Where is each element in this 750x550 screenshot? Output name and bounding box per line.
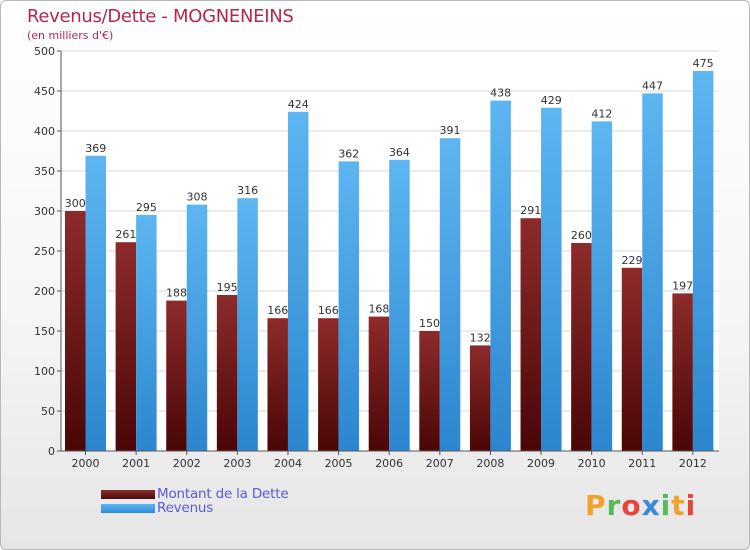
bar-dette: [571, 243, 592, 451]
legend-item-revenus: Revenus: [101, 500, 288, 516]
bar-revenus: [136, 215, 157, 451]
x-tick-label: 2000: [72, 457, 100, 470]
bar-dette: [520, 218, 542, 451]
data-label-revenus: 475: [693, 57, 714, 70]
x-tick-label: 2001: [122, 457, 150, 470]
data-label-revenus: 424: [288, 98, 309, 111]
x-tick-label: 2009: [527, 457, 555, 470]
y-tick-label: 50: [41, 405, 55, 418]
data-label-revenus: 362: [338, 147, 359, 160]
x-tick-label: 2008: [476, 457, 504, 470]
y-tick-label: 300: [34, 205, 55, 218]
x-tick-label: 2005: [325, 457, 353, 470]
data-label-dette: 166: [267, 304, 288, 317]
data-label-revenus: 364: [389, 146, 410, 159]
bar-dette: [267, 318, 288, 451]
legend-swatch-revenus: [101, 503, 155, 513]
legend-label-revenus: Revenus: [157, 500, 214, 516]
bar-dette: [216, 295, 238, 451]
data-label-dette: 300: [65, 197, 86, 210]
x-tick-label: 2002: [173, 457, 201, 470]
bar-revenus: [541, 107, 562, 452]
y-tick-label: 200: [34, 285, 55, 298]
bar-dette: [115, 242, 137, 451]
data-label-dette: 168: [368, 303, 389, 316]
y-tick-label: 100: [34, 365, 55, 378]
data-label-dette: 261: [115, 228, 136, 241]
legend: Montant de la Dette Revenus: [101, 486, 289, 516]
y-tick-label: 150: [34, 325, 55, 338]
data-label-revenus: 316: [237, 184, 258, 197]
bar-revenus: [692, 71, 714, 451]
data-label-dette: 188: [166, 287, 187, 300]
y-tick-label: 250: [34, 245, 55, 258]
data-label-revenus: 391: [440, 124, 461, 137]
data-label-revenus: 447: [642, 79, 663, 92]
bar-revenus: [85, 155, 106, 452]
x-tick-label: 2003: [223, 457, 251, 470]
data-label-revenus: 429: [541, 94, 562, 107]
bar-revenus: [439, 138, 461, 451]
chart-subtitle: (en milliers d'€): [27, 29, 114, 42]
bar-revenus: [186, 204, 208, 451]
legend-swatch-dette: [101, 489, 155, 499]
x-tick-label: 2010: [578, 457, 606, 470]
x-tick-label: 2007: [426, 457, 454, 470]
data-label-dette: 150: [419, 317, 440, 330]
x-tick-label: 2004: [274, 457, 302, 470]
y-tick-label: 0: [48, 445, 55, 458]
y-tick-label: 500: [34, 45, 55, 58]
data-label-dette: 229: [622, 254, 643, 267]
bar-revenus: [591, 121, 613, 452]
x-tick-label: 2012: [679, 457, 707, 470]
data-label-dette: 166: [318, 304, 339, 317]
x-tick-label: 2011: [628, 457, 656, 470]
proxiti-logo: Proxiti: [585, 489, 697, 522]
bar-revenus: [237, 198, 258, 451]
y-tick-label: 450: [34, 85, 55, 98]
data-label-dette: 291: [520, 204, 541, 217]
bar-revenus: [389, 159, 410, 452]
bar-dette: [65, 211, 86, 451]
data-label-dette: 195: [217, 281, 238, 294]
bar-dette: [621, 267, 643, 451]
data-label-dette: 197: [672, 279, 693, 292]
bar-dette: [672, 293, 693, 451]
bar-dette: [368, 316, 390, 451]
data-label-dette: 132: [470, 331, 491, 344]
data-label-revenus: 438: [490, 87, 511, 100]
bar-revenus: [287, 111, 309, 452]
legend-label-dette: Montant de la Dette: [157, 486, 289, 502]
legend-item-dette: Montant de la Dette: [101, 486, 289, 502]
data-label-revenus: 308: [186, 191, 207, 204]
y-tick-label: 400: [34, 125, 55, 138]
bar-dette: [469, 345, 491, 451]
bar-revenus: [642, 93, 663, 452]
bar-dette: [166, 300, 187, 451]
bar-dette: [419, 331, 440, 451]
chart-title: Revenus/Dette - MOGNENEINS: [27, 6, 294, 27]
data-label-revenus: 295: [136, 201, 157, 214]
x-tick-label: 2006: [375, 457, 403, 470]
bar-revenus: [490, 100, 511, 451]
data-label-revenus: 412: [591, 107, 612, 120]
data-label-dette: 260: [571, 229, 592, 242]
bar-revenus: [338, 161, 360, 451]
data-label-revenus: 369: [85, 142, 106, 155]
bar-dette: [318, 318, 339, 451]
y-tick-label: 350: [34, 165, 55, 178]
